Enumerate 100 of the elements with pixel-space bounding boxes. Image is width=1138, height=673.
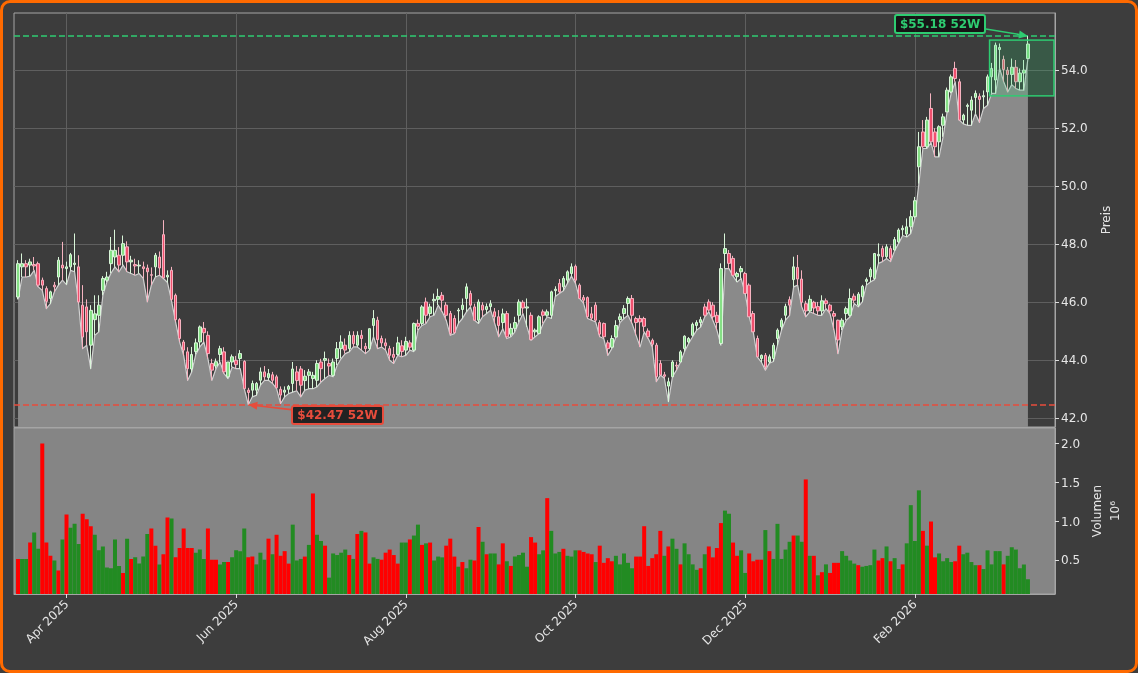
candlestick xyxy=(848,288,852,318)
candlestick xyxy=(505,310,509,340)
candlestick xyxy=(129,255,133,275)
candlestick xyxy=(626,295,630,316)
candlestick xyxy=(804,300,808,318)
candlestick xyxy=(481,301,484,318)
y-tick-label: 54.0 xyxy=(1061,63,1088,78)
candlestick xyxy=(364,342,367,355)
candlestick xyxy=(497,309,500,338)
candlestick xyxy=(101,275,105,296)
candlestick xyxy=(424,297,428,324)
candlestick xyxy=(384,338,387,351)
candlestick xyxy=(824,297,828,310)
y-tick-label: 42.0 xyxy=(1061,411,1088,426)
candlestick xyxy=(117,246,121,273)
candlestick xyxy=(574,264,577,284)
text: 10⁶ xyxy=(1108,500,1123,522)
candlestick xyxy=(315,359,319,388)
candlestick xyxy=(962,113,965,125)
candlestick xyxy=(578,282,581,299)
candlestick xyxy=(28,258,32,277)
candlestick xyxy=(679,349,682,363)
candlestick xyxy=(594,301,597,323)
candlestick xyxy=(760,353,763,363)
candlestick xyxy=(263,365,266,381)
candlestick xyxy=(513,316,517,333)
candlestick xyxy=(651,338,654,348)
candlestick xyxy=(925,116,929,149)
candlestick xyxy=(541,309,545,324)
candlestick xyxy=(327,358,331,376)
candlestick xyxy=(606,339,610,356)
candlestick xyxy=(885,243,888,259)
candlestick xyxy=(978,92,981,123)
candlestick xyxy=(517,298,521,323)
candlestick xyxy=(865,277,868,286)
candlestick xyxy=(764,352,767,371)
candlestick xyxy=(279,385,282,404)
candlestick xyxy=(404,336,408,356)
candlestick xyxy=(190,346,193,373)
candlestick xyxy=(558,278,561,295)
candlestick xyxy=(323,351,327,380)
candlestick xyxy=(440,291,444,313)
candlestick xyxy=(238,349,242,370)
candlestick xyxy=(655,342,658,383)
candlestick xyxy=(808,294,812,313)
y-tick-label: 48.0 xyxy=(1061,237,1088,252)
candlestick xyxy=(816,301,820,316)
y-tick-label: 1.0 xyxy=(1061,514,1081,529)
candlestick xyxy=(291,361,294,393)
candlestick xyxy=(554,285,557,297)
candlestick xyxy=(299,365,303,398)
candlestick xyxy=(756,335,759,358)
candlestick xyxy=(49,290,52,305)
candlestick xyxy=(602,322,606,340)
candlestick xyxy=(45,285,48,310)
candlestick xyxy=(408,339,412,351)
candlestick xyxy=(133,258,137,276)
candlestick xyxy=(699,316,702,328)
candlestick xyxy=(162,219,165,279)
candlestick xyxy=(994,42,997,94)
candlestick xyxy=(247,387,250,406)
candlestick xyxy=(473,303,476,321)
candlestick xyxy=(881,245,884,263)
candlestick xyxy=(739,265,743,279)
candlestick xyxy=(461,297,464,319)
candlestick xyxy=(852,293,856,304)
candlestick xyxy=(150,266,153,286)
candlestick xyxy=(861,284,864,303)
candlestick xyxy=(586,295,589,319)
candlestick xyxy=(840,317,844,331)
candlestick xyxy=(469,290,472,308)
candlestick xyxy=(376,316,379,350)
candlestick xyxy=(776,327,779,346)
candlestick xyxy=(234,355,238,370)
candlestick xyxy=(275,374,278,390)
candlestick xyxy=(638,314,642,348)
candlestick xyxy=(784,303,787,321)
y-tick-label: 52.0 xyxy=(1061,121,1088,136)
candlestick xyxy=(675,361,678,371)
y-tick-label: 46.0 xyxy=(1061,295,1088,310)
candlestick xyxy=(343,338,347,355)
candlestick xyxy=(820,294,824,316)
y-tick-label: 2.0 xyxy=(1061,436,1081,451)
candlestick xyxy=(667,377,670,403)
candlestick xyxy=(477,298,480,324)
candlestick xyxy=(646,327,650,340)
candlestick xyxy=(671,359,674,378)
candlestick xyxy=(836,319,840,355)
candlestick xyxy=(182,339,185,356)
candlestick xyxy=(921,119,925,149)
candlestick xyxy=(432,293,436,316)
y-tick-label: 50.0 xyxy=(1061,179,1088,194)
candlestick xyxy=(222,346,226,375)
candlestick xyxy=(889,245,892,263)
candlestick xyxy=(287,384,290,395)
candlestick xyxy=(210,358,214,381)
candlestick xyxy=(348,330,351,353)
candlestick xyxy=(974,89,977,115)
candlestick xyxy=(917,131,921,185)
candlestick xyxy=(396,336,400,356)
